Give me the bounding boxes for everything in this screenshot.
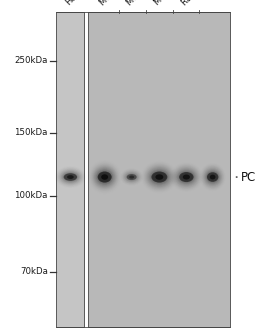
Ellipse shape [65, 174, 76, 180]
Ellipse shape [99, 173, 111, 182]
Ellipse shape [177, 170, 196, 185]
Ellipse shape [96, 170, 113, 184]
Text: Mouse brain: Mouse brain [125, 0, 168, 7]
Ellipse shape [153, 173, 166, 182]
Ellipse shape [207, 172, 218, 182]
Text: Mouse liver: Mouse liver [98, 0, 139, 7]
Ellipse shape [207, 172, 218, 182]
Ellipse shape [62, 171, 79, 183]
Ellipse shape [180, 173, 193, 181]
Text: 100kDa: 100kDa [15, 191, 48, 200]
Ellipse shape [64, 173, 77, 181]
Ellipse shape [155, 174, 163, 180]
Text: Rat liver: Rat liver [180, 0, 211, 7]
Ellipse shape [148, 168, 171, 186]
Ellipse shape [206, 171, 219, 184]
Ellipse shape [127, 174, 136, 180]
Ellipse shape [149, 169, 170, 185]
Ellipse shape [183, 175, 190, 180]
Ellipse shape [179, 172, 194, 182]
Ellipse shape [151, 171, 168, 184]
Ellipse shape [101, 174, 108, 180]
Ellipse shape [95, 168, 115, 186]
Ellipse shape [94, 167, 115, 187]
Ellipse shape [64, 173, 77, 181]
Text: Mouse kidney: Mouse kidney [153, 0, 200, 7]
Ellipse shape [62, 172, 78, 182]
Ellipse shape [127, 174, 137, 180]
Text: PCB: PCB [241, 171, 256, 184]
Ellipse shape [150, 170, 169, 184]
Ellipse shape [129, 176, 134, 179]
Ellipse shape [98, 172, 111, 183]
Ellipse shape [126, 173, 138, 181]
Ellipse shape [178, 171, 195, 184]
Text: HepG2: HepG2 [64, 0, 91, 7]
Ellipse shape [127, 175, 136, 180]
Ellipse shape [208, 173, 218, 181]
Ellipse shape [152, 172, 167, 183]
Bar [56, 12, 84, 327]
Ellipse shape [95, 169, 114, 185]
Ellipse shape [98, 172, 112, 183]
Text: 250kDa: 250kDa [15, 56, 48, 65]
Ellipse shape [206, 172, 219, 183]
Ellipse shape [178, 171, 194, 183]
Ellipse shape [63, 173, 78, 182]
Ellipse shape [205, 170, 220, 184]
Bar [88, 12, 230, 327]
Ellipse shape [210, 175, 216, 180]
Text: 150kDa: 150kDa [15, 128, 48, 137]
Ellipse shape [61, 171, 80, 184]
Ellipse shape [151, 172, 167, 183]
Ellipse shape [126, 174, 137, 181]
Ellipse shape [205, 169, 221, 185]
Ellipse shape [97, 171, 112, 184]
Text: 70kDa: 70kDa [20, 267, 48, 276]
Ellipse shape [176, 169, 197, 186]
Ellipse shape [67, 175, 74, 179]
Ellipse shape [179, 172, 193, 182]
